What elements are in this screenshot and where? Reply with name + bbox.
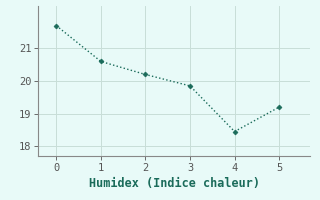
X-axis label: Humidex (Indice chaleur): Humidex (Indice chaleur) bbox=[89, 177, 260, 190]
